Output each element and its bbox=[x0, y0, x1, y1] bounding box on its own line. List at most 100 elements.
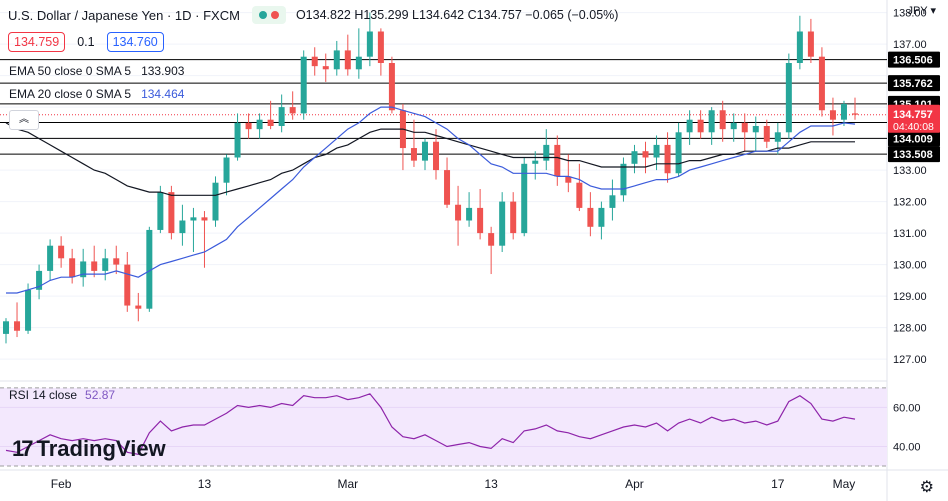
candle-body bbox=[543, 144, 550, 161]
candle-body bbox=[818, 56, 825, 111]
horizontal-levels bbox=[0, 59, 887, 155]
candle-body bbox=[433, 141, 440, 171]
candle-body bbox=[444, 170, 451, 205]
candle-body bbox=[796, 31, 803, 63]
countdown-label: 04:40:08 bbox=[893, 121, 934, 133]
ema20-legend[interactable]: EMA 20 close 0 SMA 5 134.464 bbox=[9, 87, 184, 101]
candle-body bbox=[168, 192, 175, 234]
symbol-title[interactable]: U.S. Dollar / Japanese Yen · 1D · FXCM bbox=[8, 7, 240, 23]
visibility-toggle-icon[interactable] bbox=[251, 6, 286, 24]
candle-body bbox=[410, 148, 417, 161]
candle-body bbox=[69, 258, 76, 278]
candle-body bbox=[532, 160, 539, 164]
time-tick-label: 13 bbox=[198, 477, 212, 491]
candle-body bbox=[223, 157, 230, 183]
currency-selector[interactable]: JPY ▾ bbox=[907, 5, 936, 17]
candle-body bbox=[355, 56, 362, 70]
tradingview-mark-icon: 17 bbox=[12, 436, 34, 461]
candle-body bbox=[289, 107, 296, 114]
candle-body bbox=[113, 258, 120, 265]
candle-body bbox=[488, 233, 495, 246]
candle-body bbox=[124, 264, 131, 306]
candle-body bbox=[785, 63, 792, 133]
time-tick-label: 17 bbox=[771, 477, 785, 491]
candle-body bbox=[576, 182, 583, 208]
candle-body bbox=[344, 50, 351, 70]
level-label: 133.508 bbox=[893, 149, 933, 161]
quote-panel: 134.759 0.1 134.760 bbox=[8, 32, 164, 52]
candle-body bbox=[91, 261, 98, 271]
ohlc-readout: O134.822 H135.299 L134.642 C134.757 −0.0… bbox=[295, 8, 619, 22]
candle-body bbox=[664, 144, 671, 174]
last-price-label: 134.757 bbox=[893, 109, 933, 121]
candle-body bbox=[609, 195, 616, 208]
rsi-legend[interactable]: RSI 14 close 52.87 bbox=[9, 388, 115, 402]
candle-body bbox=[300, 56, 307, 114]
ema50-line bbox=[5, 122, 855, 196]
candle-body bbox=[157, 192, 164, 230]
candle-body bbox=[730, 122, 737, 130]
price-tick-label: 133.00 bbox=[893, 165, 927, 177]
brand-name: TradingView bbox=[36, 436, 166, 461]
candle-body bbox=[774, 132, 781, 142]
settings-gear-icon[interactable]: ⚙ bbox=[919, 479, 934, 496]
candle-body bbox=[278, 107, 285, 126]
candlestick-series bbox=[3, 12, 858, 344]
ema50-value: 133.903 bbox=[141, 64, 185, 78]
rsi-band bbox=[0, 387, 887, 466]
candle-body bbox=[146, 229, 153, 309]
buy-price-button[interactable]: 134.760 bbox=[106, 32, 164, 52]
candle-body bbox=[741, 122, 748, 133]
candle-body bbox=[763, 126, 770, 142]
candle-body bbox=[201, 217, 208, 221]
ema50-legend[interactable]: EMA 50 close 0 SMA 5 133.903 bbox=[9, 64, 184, 78]
time-axis: Feb 13 Mar 13 Apr 17 May bbox=[51, 477, 856, 491]
candle-body bbox=[3, 321, 9, 334]
candle-body bbox=[840, 103, 847, 120]
candle-body bbox=[267, 119, 274, 126]
price-tick-label: 130.00 bbox=[893, 260, 927, 272]
price-tick-label: 137.00 bbox=[893, 39, 927, 51]
rsi-tick-label: 60.00 bbox=[893, 402, 921, 414]
price-axis: 127.00 128.00 129.00 130.00 131.00 132.00 133.… bbox=[888, 8, 940, 366]
rsi-tick-label: 40.00 bbox=[893, 441, 921, 453]
level-label-box bbox=[888, 51, 940, 68]
collapse-legend-icon[interactable]: ︽ bbox=[9, 110, 39, 130]
candle-body bbox=[333, 50, 340, 70]
candle-body bbox=[14, 321, 21, 331]
candle-body bbox=[587, 207, 594, 227]
candle-body bbox=[510, 201, 517, 234]
ema20-value: 134.464 bbox=[141, 87, 185, 101]
price-tick-label: 128.00 bbox=[893, 323, 927, 335]
candle-body bbox=[466, 207, 473, 221]
candle-body bbox=[598, 207, 605, 227]
candle-body bbox=[135, 305, 142, 309]
candle-body bbox=[499, 201, 506, 246]
candle-body bbox=[377, 31, 384, 63]
candle-body bbox=[455, 204, 462, 221]
candle-body bbox=[58, 245, 65, 259]
candle-body bbox=[256, 119, 263, 130]
last-price-box bbox=[888, 104, 940, 133]
candle-body bbox=[179, 220, 186, 234]
candle-body bbox=[366, 31, 373, 57]
ema20-line bbox=[6, 106, 856, 294]
ema20-label: EMA 20 close 0 SMA 5 bbox=[9, 87, 132, 101]
chart-header: U.S. Dollar / Japanese Yen · 1D · FXCM O… bbox=[8, 6, 618, 24]
candle-body bbox=[36, 270, 43, 290]
candle-body bbox=[311, 56, 318, 67]
candle-body bbox=[190, 217, 197, 221]
level-label-box bbox=[888, 146, 940, 163]
level-label: 135.762 bbox=[893, 78, 933, 90]
level-label-box bbox=[888, 75, 940, 92]
sell-price-button[interactable]: 134.759 bbox=[8, 32, 66, 52]
candle-body bbox=[620, 163, 627, 196]
candle-body bbox=[686, 119, 693, 133]
price-tick-label: 132.00 bbox=[893, 197, 927, 209]
candle-body bbox=[25, 289, 32, 331]
candle-body bbox=[719, 110, 726, 130]
ema50-label: EMA 50 close 0 SMA 5 bbox=[9, 64, 132, 78]
candle-body bbox=[708, 110, 715, 133]
candle-body bbox=[212, 182, 219, 221]
